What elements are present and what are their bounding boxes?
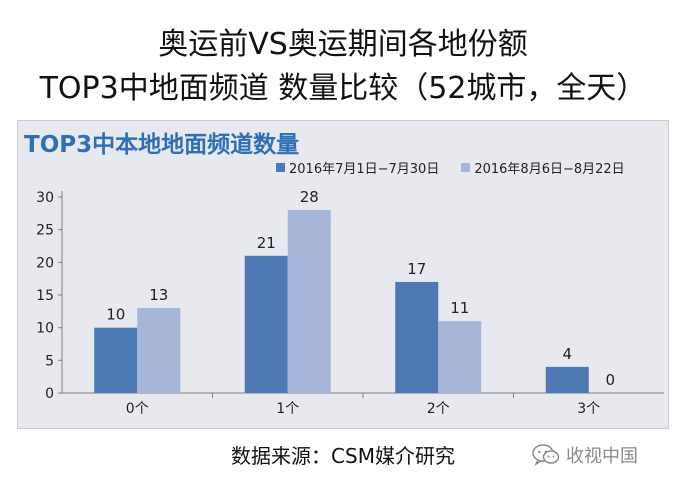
y-tick-label: 15 xyxy=(36,288,54,304)
y-tick-label: 30 xyxy=(36,190,54,206)
data-label: 17 xyxy=(407,260,426,278)
x-tick-label: 0个 xyxy=(126,401,149,417)
y-tick-label: 20 xyxy=(36,255,54,271)
bar xyxy=(287,210,331,393)
y-tick-label: 10 xyxy=(36,321,54,337)
legend-item-series2: 2016年8月6日−8月22日 xyxy=(461,158,625,177)
y-tick-label: 5 xyxy=(45,353,54,369)
x-tick-label: 1个 xyxy=(276,401,299,417)
y-tick-label: 25 xyxy=(36,223,54,239)
data-label: 13 xyxy=(149,286,168,304)
bar xyxy=(244,255,288,393)
bar xyxy=(94,327,138,393)
data-label: 28 xyxy=(300,188,319,206)
wechat-icon xyxy=(532,444,560,466)
data-label: 10 xyxy=(106,306,125,324)
chart-heading-line1: 奥运前VS奥运期间各地份额 xyxy=(158,27,528,62)
bar-chart: 0 5 10 15 20 25 30 10 13 0个 21 28 1个 17 11 2个 4 0 3个 xyxy=(36,188,664,417)
x-tick-label: 3个 xyxy=(577,401,600,417)
data-label: 0 xyxy=(605,371,615,389)
chart-legend: 2016年7月1日−7月30日 2016年8月6日−8月22日 xyxy=(276,158,647,177)
bar xyxy=(545,366,589,393)
x-tick-label: 2个 xyxy=(427,401,450,417)
chart-heading-line2: TOP3中地面频道 数量比较（52城市，全天） xyxy=(39,71,647,106)
watermark: 收视中国 xyxy=(532,442,638,468)
watermark-text: 收视中国 xyxy=(566,446,638,467)
legend-swatch-series1 xyxy=(276,163,285,172)
bar xyxy=(438,321,482,393)
legend-label-series1: 2016年7月1日−7月30日 xyxy=(289,162,440,177)
legend-item-series1: 2016年7月1日−7月30日 xyxy=(276,158,439,177)
bar xyxy=(395,281,439,393)
data-source: 数据来源：CSM媒介研究 xyxy=(231,444,455,468)
data-label: 21 xyxy=(257,234,276,252)
bar xyxy=(137,308,181,393)
legend-label-series2: 2016年8月6日−8月22日 xyxy=(474,162,625,177)
y-tick-label: 0 xyxy=(45,386,54,402)
data-label: 4 xyxy=(562,345,572,363)
legend-swatch-series2 xyxy=(461,163,471,172)
data-label: 11 xyxy=(450,299,469,317)
chart-panel: TOP3中本地地面频道数量 2016年7月1日−7月30日 2016年8月6日−… xyxy=(17,120,669,429)
chart-title: TOP3中本地地面频道数量 xyxy=(24,132,300,158)
